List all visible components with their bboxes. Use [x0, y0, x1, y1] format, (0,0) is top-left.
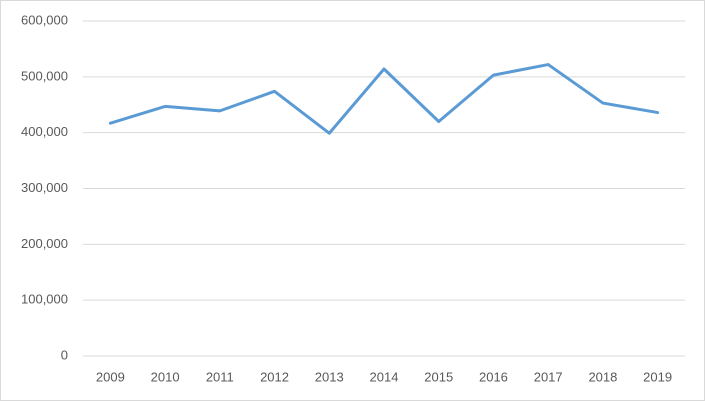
- y-tick-label: 300,000: [21, 180, 68, 195]
- x-tick-label: 2018: [588, 369, 617, 384]
- x-tick-label: 2010: [151, 369, 180, 384]
- y-tick-label: 500,000: [21, 68, 68, 83]
- x-tick-label: 2009: [96, 369, 125, 384]
- x-tick-label: 2014: [370, 369, 399, 384]
- x-tick-label: 2013: [315, 369, 344, 384]
- y-tick-label: 100,000: [21, 292, 68, 307]
- x-tick-label: 2017: [534, 369, 563, 384]
- x-tick-label: 2011: [206, 369, 234, 384]
- x-tick-label: 2019: [643, 369, 672, 384]
- line-series: [108, 63, 660, 135]
- y-tick-label: 600,000: [21, 12, 68, 27]
- x-tick-label: 2016: [479, 369, 508, 384]
- x-tick-label: 2015: [424, 369, 453, 384]
- x-tick-label: 2012: [260, 369, 289, 384]
- y-tick-label: 400,000: [21, 124, 68, 139]
- y-tick-label: 0: [61, 347, 68, 362]
- y-tick-label: 200,000: [21, 236, 68, 251]
